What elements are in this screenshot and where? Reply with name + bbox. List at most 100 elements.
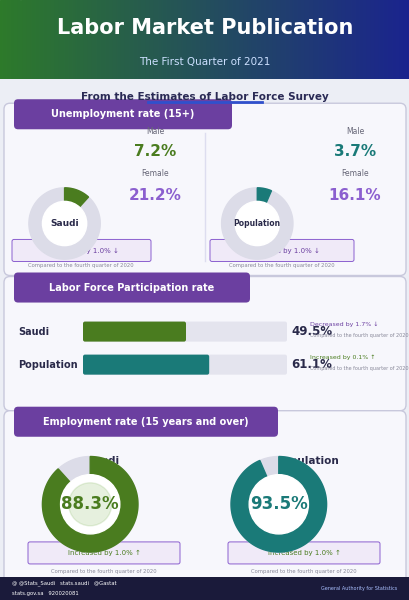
Bar: [368, 0, 370, 79]
Bar: [143, 0, 145, 79]
Bar: [72, 0, 74, 79]
Bar: [174, 0, 176, 79]
Bar: [115, 0, 117, 79]
Text: Decreased by 1.7% ↓: Decreased by 1.7% ↓: [309, 322, 378, 327]
Text: 21.2%: 21.2%: [128, 188, 181, 203]
Bar: [196, 0, 198, 79]
Bar: [229, 0, 231, 79]
Bar: [131, 0, 133, 79]
Bar: [370, 0, 372, 79]
Bar: [78, 0, 80, 79]
Bar: [14, 0, 16, 79]
Bar: [227, 0, 229, 79]
Bar: [350, 0, 352, 79]
Bar: [29, 0, 31, 79]
Bar: [309, 0, 311, 79]
Bar: [2, 0, 4, 79]
Bar: [387, 0, 389, 79]
Bar: [135, 0, 137, 79]
Bar: [243, 0, 245, 79]
Bar: [90, 0, 92, 79]
Bar: [213, 0, 215, 79]
Text: The First Quarter of 2021: The First Quarter of 2021: [139, 57, 270, 67]
Bar: [117, 0, 119, 79]
Bar: [317, 0, 319, 79]
Bar: [43, 0, 45, 79]
Bar: [164, 0, 166, 79]
Bar: [407, 0, 409, 79]
Bar: [121, 0, 123, 79]
Text: 7.2%: 7.2%: [134, 144, 176, 159]
Text: Decreased by 1.0% ↓: Decreased by 1.0% ↓: [243, 247, 319, 254]
Bar: [352, 0, 354, 79]
Bar: [186, 0, 188, 79]
Circle shape: [61, 475, 119, 534]
Bar: [301, 0, 303, 79]
FancyBboxPatch shape: [83, 355, 209, 374]
Bar: [389, 0, 391, 79]
Bar: [354, 0, 356, 79]
Bar: [129, 0, 131, 79]
Polygon shape: [221, 188, 292, 259]
Bar: [16, 0, 18, 79]
Bar: [198, 0, 200, 79]
Bar: [217, 0, 219, 79]
Text: Compared to the fourth quarter of 2020: Compared to the fourth quarter of 2020: [251, 569, 356, 574]
Bar: [127, 0, 129, 79]
Text: Male: Male: [345, 127, 363, 136]
FancyBboxPatch shape: [4, 411, 405, 588]
Bar: [119, 0, 121, 79]
Text: Labor Force Participation rate: Labor Force Participation rate: [49, 283, 214, 293]
Bar: [403, 0, 405, 79]
Bar: [84, 0, 86, 79]
Bar: [39, 0, 41, 79]
Polygon shape: [65, 188, 88, 207]
Bar: [20, 0, 22, 79]
Text: Population: Population: [18, 359, 77, 370]
Bar: [384, 0, 387, 79]
Bar: [268, 0, 270, 79]
Bar: [333, 0, 335, 79]
Bar: [372, 0, 374, 79]
Bar: [188, 0, 190, 79]
Bar: [215, 0, 217, 79]
Bar: [366, 0, 368, 79]
Bar: [55, 0, 57, 79]
FancyBboxPatch shape: [28, 542, 180, 564]
Bar: [123, 0, 125, 79]
Bar: [200, 0, 202, 79]
FancyBboxPatch shape: [14, 407, 277, 437]
Polygon shape: [230, 457, 326, 552]
Bar: [292, 0, 294, 79]
Bar: [401, 0, 403, 79]
Bar: [170, 0, 172, 79]
Bar: [319, 0, 321, 79]
Bar: [331, 0, 333, 79]
Polygon shape: [29, 188, 100, 259]
Bar: [272, 0, 274, 79]
Bar: [88, 0, 90, 79]
Bar: [94, 0, 96, 79]
Bar: [102, 0, 104, 79]
Bar: [313, 0, 315, 79]
Text: Compared to the fourth quarter of 2020: Compared to the fourth quarter of 2020: [309, 366, 407, 371]
Bar: [342, 0, 344, 79]
Bar: [70, 0, 72, 79]
Bar: [49, 0, 51, 79]
Bar: [176, 0, 178, 79]
Bar: [315, 0, 317, 79]
Bar: [254, 0, 256, 79]
Bar: [157, 0, 160, 79]
FancyBboxPatch shape: [209, 239, 353, 262]
Bar: [241, 0, 243, 79]
Bar: [4, 0, 6, 79]
Bar: [335, 0, 337, 79]
Bar: [104, 0, 106, 79]
Bar: [376, 0, 378, 79]
Bar: [45, 0, 47, 79]
Bar: [278, 0, 280, 79]
Bar: [96, 0, 98, 79]
Bar: [35, 0, 37, 79]
FancyBboxPatch shape: [83, 322, 186, 341]
Circle shape: [69, 483, 111, 526]
